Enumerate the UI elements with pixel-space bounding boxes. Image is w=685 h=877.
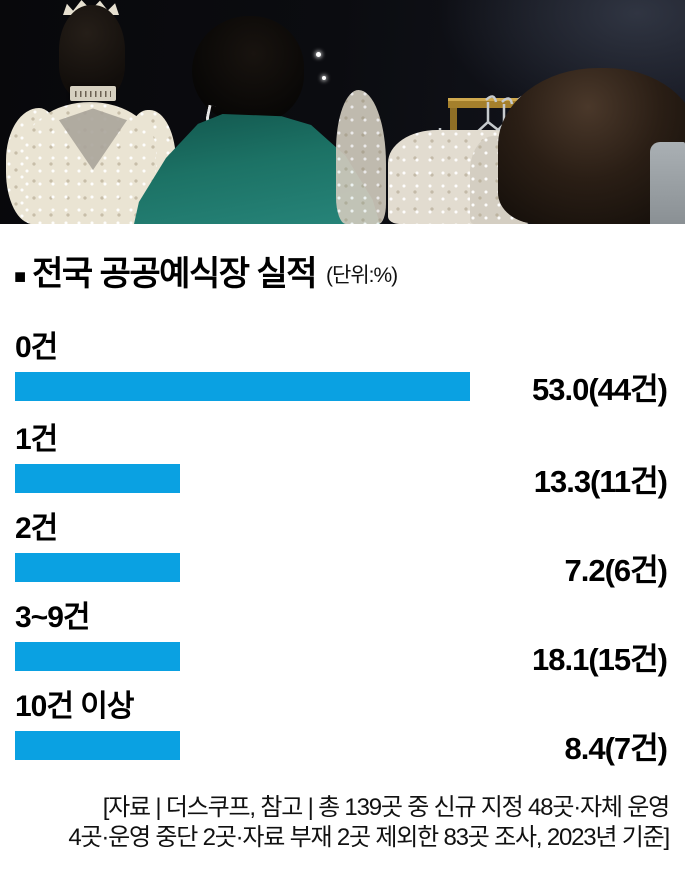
mannequin-name-tag bbox=[70, 86, 116, 101]
source-note-line2: 4곳·운영 중단 2곳·자료 부재 2곳 제외한 83곳 조사, 2023년 기… bbox=[68, 824, 670, 851]
bar bbox=[15, 731, 180, 760]
man-hair-back bbox=[192, 16, 304, 124]
bar bbox=[15, 372, 470, 401]
chair-corner bbox=[650, 142, 685, 224]
unit-label: (단위:%) bbox=[326, 264, 398, 287]
bar-value: 13.3(11건) bbox=[533, 464, 668, 499]
chart-header: ■ 전국 공공예식장 실적 (단위:%) bbox=[14, 254, 398, 294]
hanging-dress-left bbox=[336, 90, 386, 224]
bar-value: 53.0(44건) bbox=[532, 372, 668, 407]
bar bbox=[15, 464, 180, 493]
bar-label: 2건 bbox=[15, 512, 58, 545]
hero-photo bbox=[0, 0, 685, 224]
bar bbox=[15, 553, 180, 582]
chart-row: 2건 7.2(6건) bbox=[0, 513, 685, 593]
hair-accessory-sparkle bbox=[316, 52, 321, 57]
chart-row: 10건 이상 8.4(7건) bbox=[0, 691, 685, 771]
bar-label: 1건 bbox=[15, 423, 58, 456]
hair-accessory-sparkle bbox=[322, 76, 326, 80]
chart-row: 1건 13.3(11건) bbox=[0, 424, 685, 504]
bar-value: 7.2(6건) bbox=[564, 553, 668, 588]
page-title: 전국 공공예식장 실적 bbox=[32, 255, 317, 293]
source-note-line1: [자료 | 더스쿠프, 참고 | 총 139곳 중 신규 지정 48곳·자체 운… bbox=[102, 794, 670, 821]
bar-value: 18.1(15건) bbox=[532, 642, 668, 677]
bar-label: 3~9건 bbox=[15, 601, 90, 634]
chart-row: 0건 53.0(44건) bbox=[0, 332, 685, 412]
bar-label: 0건 bbox=[15, 331, 58, 364]
chart-row: 3~9건 18.1(15건) bbox=[0, 602, 685, 682]
bar bbox=[15, 642, 180, 671]
bar-value: 8.4(7건) bbox=[564, 731, 668, 766]
title-bullet-square: ■ bbox=[14, 266, 27, 288]
source-note: [자료 | 더스쿠프, 참고 | 총 139곳 중 신규 지정 48곳·자체 운… bbox=[0, 793, 670, 853]
mannequin-head bbox=[59, 5, 125, 99]
bar-label: 10건 이상 bbox=[15, 690, 135, 723]
